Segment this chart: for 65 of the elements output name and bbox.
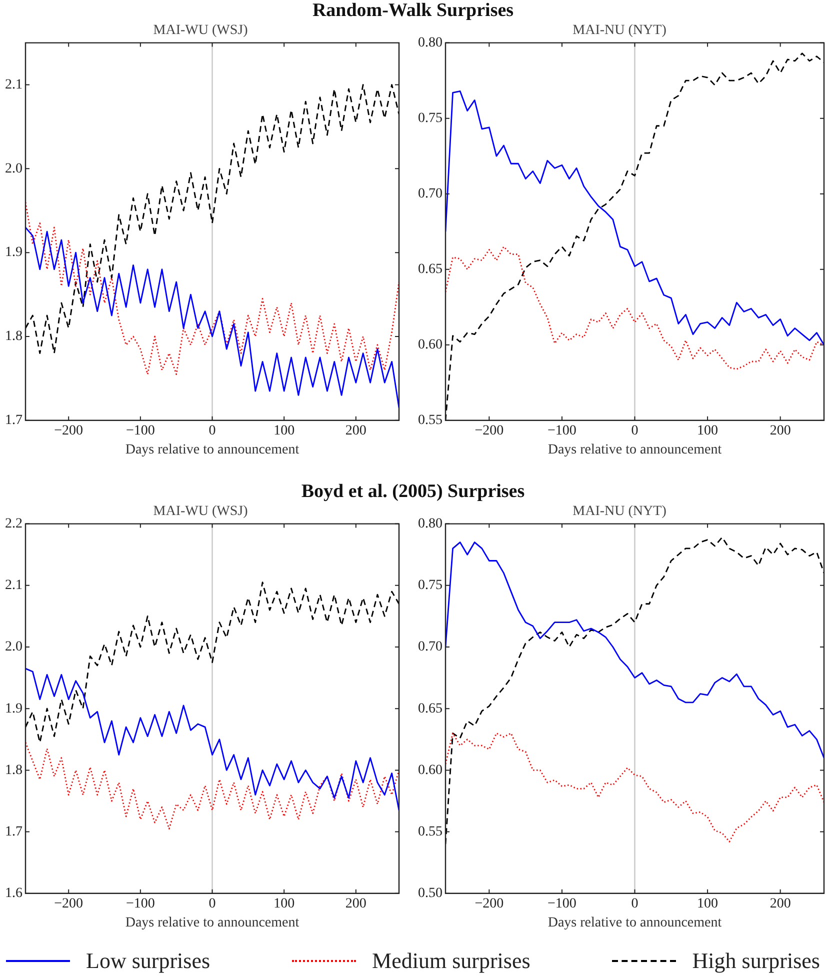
x-axis-title: Days relative to announcement bbox=[548, 915, 722, 930]
y-tick-label: 0.55 bbox=[418, 413, 442, 428]
y-tick-label: 1.9 bbox=[5, 701, 22, 716]
x-tick-label: 100 bbox=[274, 896, 295, 912]
y-tick-label: 0.60 bbox=[418, 338, 442, 353]
y-tick-label: 0.75 bbox=[418, 578, 442, 594]
line-series bbox=[26, 202, 399, 375]
y-tick-label: 1.6 bbox=[5, 886, 22, 902]
x-tick-label: −100 bbox=[126, 896, 155, 912]
x-tick-label: 100 bbox=[697, 423, 718, 438]
y-tick-label: 2.0 bbox=[5, 161, 22, 176]
x-tick-label: 0 bbox=[208, 423, 216, 438]
x-axis-title: Days relative to announcement bbox=[125, 915, 300, 930]
x-tick-label: −200 bbox=[474, 896, 504, 912]
y-tick-label: 2.1 bbox=[5, 77, 22, 92]
line-series bbox=[26, 582, 399, 744]
x-tick-label: 100 bbox=[697, 896, 718, 912]
x-tick-label: −200 bbox=[54, 896, 84, 912]
chart-subtitle: MAI-WU (WSJ) bbox=[153, 23, 248, 38]
x-tick-label: −200 bbox=[474, 423, 504, 438]
x-tick-label: −100 bbox=[126, 423, 155, 438]
y-tick-label: 2.0 bbox=[5, 640, 22, 655]
y-tick-label: 1.8 bbox=[5, 762, 22, 778]
y-tick-label: 1.9 bbox=[5, 245, 22, 260]
x-tick-label: 200 bbox=[345, 423, 366, 438]
legend-label: Medium surprises bbox=[372, 948, 530, 974]
y-tick-label: 0.60 bbox=[418, 762, 442, 778]
x-tick-label: 200 bbox=[770, 896, 791, 912]
x-tick-label: −100 bbox=[548, 423, 576, 438]
y-tick-label: 0.65 bbox=[418, 701, 442, 716]
chart-subtitle: MAI-NU (NYT) bbox=[572, 504, 667, 520]
y-tick-label: 0.75 bbox=[418, 110, 442, 126]
x-tick-label: −200 bbox=[54, 423, 84, 438]
y-tick-label: 0.80 bbox=[418, 516, 442, 532]
line-series bbox=[26, 84, 399, 354]
x-tick-label: −100 bbox=[548, 896, 576, 912]
chart-subtitle: MAI-WU (WSJ) bbox=[153, 504, 248, 520]
chart-title: Boyd et al. (2005) Surprises bbox=[300, 481, 526, 503]
x-axis-title: Days relative to announcement bbox=[125, 442, 300, 458]
line-series bbox=[446, 536, 824, 845]
line-series bbox=[446, 246, 824, 370]
chart-subtitle: MAI-NU (NYT) bbox=[572, 23, 667, 38]
y-tick-label: 1.7 bbox=[5, 824, 22, 840]
x-tick-label: 200 bbox=[770, 423, 791, 438]
legend-label: Low surprises bbox=[86, 948, 210, 974]
line-series bbox=[446, 732, 824, 842]
y-tick-label: 0.80 bbox=[418, 35, 442, 50]
y-tick-label: 0.55 bbox=[418, 824, 442, 840]
x-axis-title: Days relative to announcement bbox=[548, 442, 722, 458]
y-tick-label: 2.2 bbox=[5, 516, 22, 532]
y-tick-label: 1.8 bbox=[5, 329, 22, 344]
y-tick-label: 1.7 bbox=[5, 413, 22, 428]
y-tick-label: 0.70 bbox=[418, 186, 442, 202]
x-tick-label: 0 bbox=[208, 896, 216, 912]
x-tick-label: 0 bbox=[631, 423, 638, 438]
legend-label: High surprises bbox=[692, 948, 820, 974]
x-tick-label: 0 bbox=[631, 896, 638, 912]
x-tick-label: 200 bbox=[345, 896, 366, 912]
y-tick-label: 0.70 bbox=[418, 640, 442, 655]
y-tick-label: 0.50 bbox=[418, 886, 442, 902]
chart-title: Random-Walk Surprises bbox=[311, 0, 515, 22]
line-series bbox=[26, 742, 399, 830]
y-tick-label: 0.65 bbox=[418, 262, 442, 278]
x-tick-label: 100 bbox=[274, 423, 295, 438]
y-tick-label: 2.1 bbox=[5, 578, 22, 594]
